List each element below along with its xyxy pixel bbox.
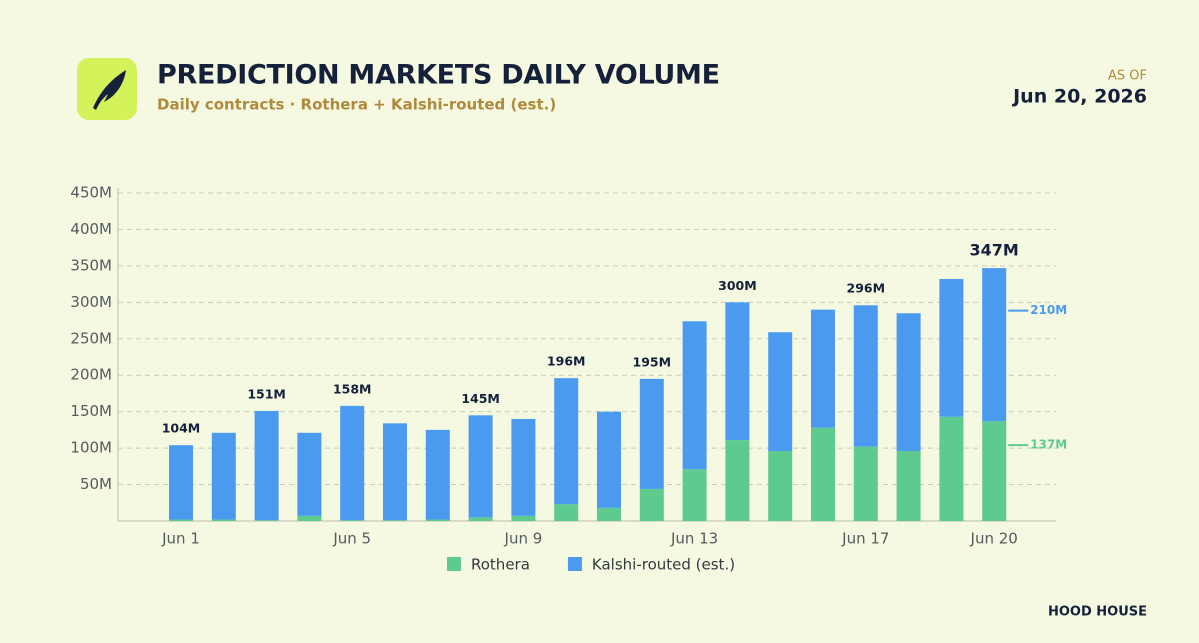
bar-segment <box>554 378 579 505</box>
data-label: 195M <box>633 354 672 369</box>
y-tick-label: 100M <box>70 439 112 457</box>
y-tick-label: 50M <box>80 475 112 493</box>
data-label: 104M <box>162 421 201 436</box>
bar-segment <box>468 517 493 521</box>
data-label: 300M <box>718 278 757 293</box>
bar-segment <box>682 321 707 470</box>
bar-segment <box>511 418 536 516</box>
data-label: 151M <box>247 386 286 401</box>
bar-segment <box>297 432 322 516</box>
bar-segment <box>982 268 1007 422</box>
bar-segment <box>297 515 322 521</box>
bar-segment <box>340 405 365 521</box>
data-label: 296M <box>847 281 886 296</box>
end-label: 137M <box>1030 438 1067 452</box>
bar-segment <box>725 440 750 521</box>
legend-label: Kalshi-routed (est.) <box>592 556 735 574</box>
bar-segment <box>768 451 793 521</box>
y-tick-label: 150M <box>70 402 112 420</box>
bar-segment <box>211 519 236 521</box>
data-label: 158M <box>333 381 372 396</box>
data-label: 145M <box>461 391 500 406</box>
x-tick-label: Jun 1 <box>161 530 200 548</box>
y-tick-label: 400M <box>70 220 112 238</box>
bar-segment <box>425 519 450 521</box>
bar-segment <box>811 309 835 428</box>
as-of-label: AS OF <box>1108 69 1147 84</box>
bar-segment <box>511 515 536 521</box>
y-tick-label: 300M <box>70 293 112 311</box>
legend-swatch <box>447 557 461 571</box>
chart-subtitle: Daily contracts · Rothera + Kalshi-route… <box>157 96 556 114</box>
x-tick-label: Jun 17 <box>841 530 889 548</box>
bar-segment <box>211 432 236 520</box>
x-tick-label: Jun 9 <box>504 530 543 548</box>
y-tick-label: 450M <box>70 184 112 202</box>
bar-segment <box>982 421 1007 521</box>
x-tick-label: Jun 5 <box>332 530 371 548</box>
bar-segment <box>383 423 407 521</box>
bar-segment <box>468 415 493 518</box>
legend-swatch <box>567 557 582 571</box>
bar-segment <box>639 378 664 489</box>
bar-segment <box>811 427 835 521</box>
end-label: 210M <box>1030 303 1067 317</box>
y-tick-label: 250M <box>70 329 112 347</box>
logo-feather <box>93 70 126 110</box>
plot: 50M 100M 150M 200M 250M 300M 350M 400M 450M Jun 1… <box>70 184 1067 574</box>
bar-segment <box>597 507 621 521</box>
x-tick-label: Jun 20 <box>970 530 1018 548</box>
bar-segment <box>853 305 878 447</box>
bar-segment <box>896 313 921 452</box>
bar-segment <box>383 520 407 521</box>
bar-segment <box>853 446 878 521</box>
bar-segment <box>939 416 964 521</box>
bar-segment <box>768 332 793 452</box>
bar-segment <box>425 429 450 520</box>
bar-segment <box>682 469 707 521</box>
x-tick-label: Jun 13 <box>670 530 718 548</box>
bar-segment <box>254 410 279 521</box>
chart-title: PREDICTION MARKETS DAILY VOLUME <box>157 60 720 91</box>
bar-segment <box>340 520 365 521</box>
bar-segment <box>254 520 279 521</box>
bar-segment <box>639 488 664 521</box>
data-label: 347M <box>970 241 1019 260</box>
y-tick-label: 350M <box>70 256 112 274</box>
as-of-date: Jun 20, 2026 <box>1011 86 1147 108</box>
bar-segment <box>725 302 750 441</box>
bar-segment <box>169 519 193 521</box>
legend-label: Rothera <box>471 556 530 574</box>
bar-segment <box>939 279 964 417</box>
bar-segment <box>896 451 921 521</box>
bar-segment <box>169 445 193 520</box>
bar-segment <box>554 504 579 521</box>
y-tick-label: 200M <box>70 366 112 384</box>
data-label: 196M <box>547 354 586 369</box>
bar-segment <box>597 411 621 508</box>
brand: HOOD HOUSE <box>1048 605 1147 620</box>
